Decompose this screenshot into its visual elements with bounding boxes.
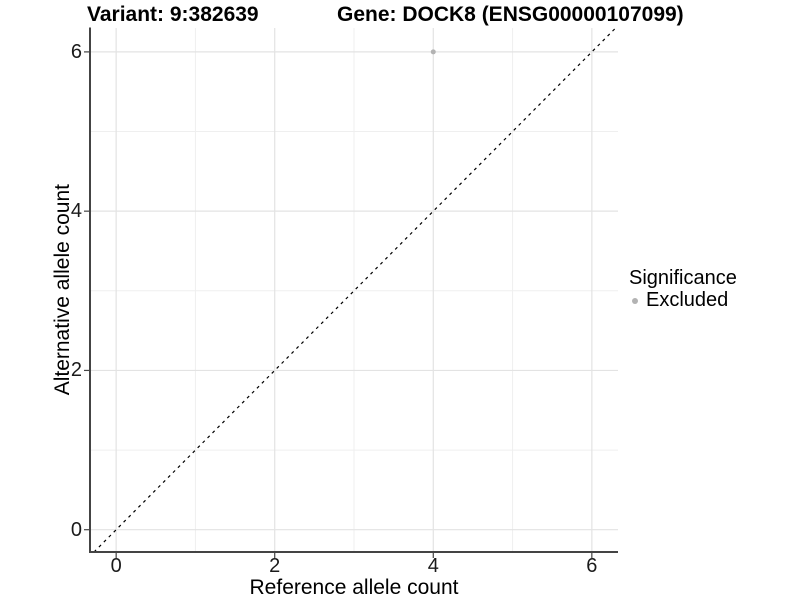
x-tick-label: 2	[269, 555, 281, 577]
y-tick-label: 2	[70, 359, 82, 382]
data-point	[430, 49, 436, 55]
legend-title: Significance	[629, 267, 737, 289]
x-tick-label: 6	[586, 555, 598, 577]
y-axis-title: Alternative allele count	[50, 28, 76, 552]
identity-line	[93, 27, 617, 553]
variant-title: Variant: 9:382639	[87, 3, 259, 26]
y-tick-label: 6	[70, 40, 82, 63]
x-axis-title: Reference allele count	[249, 576, 459, 599]
legend: Significance Excluded	[629, 267, 737, 312]
legend-key-dot-icon	[632, 297, 638, 304]
plot-canvas	[84, 27, 618, 558]
gene-title: Gene: DOCK8 (ENSG00000107099)	[337, 3, 684, 26]
x-tick-label: 0	[110, 555, 122, 577]
y-tick-label: 0	[70, 518, 82, 541]
legend-item-label: Excluded	[646, 289, 729, 311]
x-tick-label: 4	[427, 555, 439, 577]
legend-item-excluded: Excluded	[629, 289, 737, 311]
y-tick-label: 4	[70, 200, 82, 223]
plot-panel	[84, 27, 618, 558]
